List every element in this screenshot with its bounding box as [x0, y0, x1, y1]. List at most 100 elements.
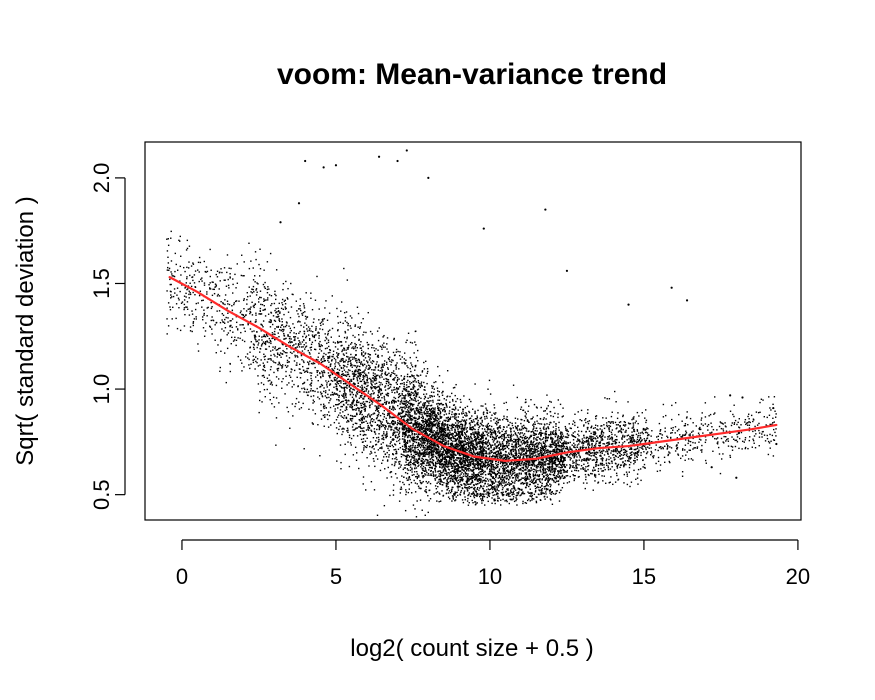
scatter-point	[604, 468, 606, 471]
scatter-point	[273, 353, 275, 356]
scatter-point	[492, 441, 495, 443]
scatter-point	[466, 479, 468, 481]
scatter-point	[308, 334, 310, 336]
scatter-point	[734, 419, 737, 422]
scatter-point	[273, 406, 276, 408]
scatter-point	[616, 465, 618, 467]
scatter-point	[336, 352, 338, 354]
scatter-point	[439, 470, 441, 472]
scatter-point	[310, 362, 313, 365]
scatter-point	[375, 363, 378, 365]
scatter-point	[345, 407, 348, 409]
scatter-point	[462, 416, 464, 419]
scatter-point	[416, 436, 419, 438]
scatter-point	[454, 443, 456, 446]
scatter-point	[439, 475, 442, 477]
scatter-point	[368, 401, 371, 404]
scatter-point	[438, 475, 440, 477]
scatter-point	[272, 360, 274, 362]
scatter-point	[258, 411, 260, 414]
scatter-point	[437, 390, 439, 392]
scatter-point	[309, 346, 312, 349]
scatter-point	[628, 471, 630, 473]
scatter-point	[646, 432, 649, 434]
scatter-point	[421, 482, 423, 484]
scatter-point	[377, 366, 379, 368]
scatter-point	[361, 354, 363, 356]
scatter-point	[407, 431, 409, 434]
scatter-point	[309, 328, 311, 330]
scatter-point	[549, 400, 551, 403]
scatter-point	[601, 435, 604, 438]
scatter-point	[421, 460, 424, 462]
scatter-point	[449, 480, 451, 483]
scatter-point	[438, 427, 441, 429]
scatter-point	[361, 379, 364, 381]
scatter-point	[585, 436, 588, 438]
scatter-point	[458, 427, 461, 429]
scatter-point	[209, 282, 211, 284]
scatter-point	[437, 458, 440, 461]
scatter-point	[471, 473, 473, 476]
scatter-point	[682, 448, 684, 450]
scatter-point	[567, 436, 569, 439]
scatter-point	[662, 416, 665, 418]
scatter-point	[613, 456, 615, 459]
scatter-point	[441, 451, 443, 453]
scatter-point	[369, 377, 371, 380]
scatter-point	[552, 415, 555, 418]
scatter-point	[452, 452, 455, 454]
scatter-point	[438, 500, 440, 503]
scatter-point	[543, 492, 545, 495]
scatter-point	[514, 449, 517, 451]
scatter-point	[519, 479, 521, 481]
scatter-point	[533, 440, 535, 443]
scatter-point	[422, 453, 424, 456]
scatter-point	[375, 417, 378, 420]
scatter-point	[264, 355, 267, 357]
scatter-point	[694, 447, 696, 449]
scatter-point	[419, 433, 421, 436]
scatter-point	[360, 438, 363, 441]
scatter-point	[463, 446, 465, 449]
scatter-point	[411, 415, 414, 417]
scatter-point	[406, 339, 408, 341]
scatter-point	[525, 445, 528, 447]
scatter-point	[545, 418, 547, 420]
scatter-point	[294, 405, 296, 408]
scatter-point	[474, 425, 476, 427]
scatter-point	[365, 331, 367, 334]
scatter-point	[378, 404, 381, 407]
scatter-point	[431, 435, 433, 437]
scatter-point	[413, 446, 416, 449]
scatter-point	[638, 439, 640, 442]
scatter-point	[560, 470, 562, 472]
scatter-point	[523, 424, 525, 427]
scatter-point	[365, 381, 367, 384]
scatter-point	[696, 447, 698, 449]
scatter-point	[419, 430, 422, 432]
scatter-point	[521, 419, 523, 421]
scatter-point	[489, 393, 492, 395]
scatter-point	[418, 474, 420, 477]
scatter-point	[531, 492, 533, 494]
scatter-point	[469, 452, 471, 454]
scatter-point	[534, 450, 536, 452]
scatter-point	[566, 453, 569, 456]
scatter-point	[365, 420, 367, 422]
scatter-point	[532, 423, 535, 425]
scatter-point	[738, 437, 741, 440]
scatter-point	[275, 308, 277, 310]
scatter-point	[437, 409, 440, 412]
scatter-point	[427, 401, 429, 403]
scatter-point	[609, 481, 611, 483]
scatter-point	[534, 429, 536, 432]
scatter-point	[434, 413, 436, 416]
scatter-point	[533, 477, 535, 480]
scatter-point	[614, 439, 617, 441]
scatter-point	[533, 468, 536, 471]
scatter-point	[603, 475, 605, 477]
scatter-point	[541, 478, 544, 480]
scatter-point	[461, 471, 463, 474]
scatter-point	[471, 479, 474, 482]
